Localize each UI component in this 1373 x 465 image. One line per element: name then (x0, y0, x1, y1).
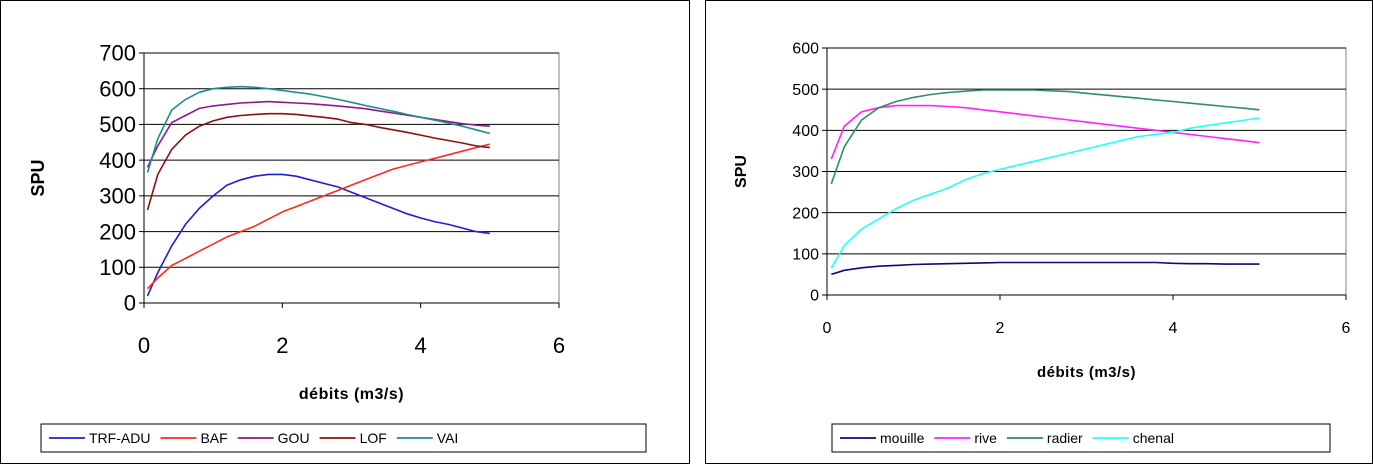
y-axis-label: SPU (733, 155, 750, 188)
y-tick-label: 200 (99, 219, 136, 244)
series-line-baf (146, 143, 490, 290)
legend-box (40, 423, 647, 453)
y-tick-label: 0 (124, 291, 136, 316)
y-tick-label: 100 (99, 255, 136, 280)
y-tick-label: 300 (99, 184, 136, 209)
x-tick-label: 2 (996, 320, 1005, 337)
y-tick-label: 400 (792, 123, 819, 140)
x-tick-label: 2 (276, 333, 288, 358)
legend-label: rive (974, 430, 997, 446)
legend-label: radier (1047, 430, 1083, 446)
x-tick-label: 0 (138, 333, 150, 358)
series-line-mouille (831, 261, 1260, 276)
legend-label: mouille (880, 430, 925, 446)
legend-label: BAF (200, 430, 227, 446)
plot-area (143, 52, 560, 304)
y-tick-label: 700 (99, 41, 136, 66)
y-tick-label: 600 (99, 76, 136, 101)
y-tick-label: 0 (810, 288, 819, 305)
y-tick-label: 200 (792, 205, 819, 222)
legend-label: VAI (437, 430, 459, 446)
legend-label: chenal (1133, 430, 1174, 446)
series-line-vai (146, 85, 491, 173)
legend-label: GOU (278, 430, 310, 446)
chart-left-svg: 0 100 200 300 400 500 600 700 0 2 4 6 SPU débits (m3/… (28, 41, 647, 453)
x-tick-label: 6 (1342, 320, 1351, 337)
chart-right-svg: 0 100 200 300 400 500 600 0 2 4 6 SPU débits (m3/s) m… (733, 41, 1351, 453)
series-line-radier (830, 89, 1260, 185)
y-tick-label: 100 (792, 246, 819, 263)
y-tick-label: 400 (99, 148, 136, 173)
x-axis-label: débits (m3/s) (1037, 364, 1136, 381)
series-line-lof (146, 112, 490, 211)
x-tick-label: 6 (553, 333, 565, 358)
y-axis-label: SPU (28, 159, 48, 196)
y-tick-label: 500 (792, 82, 819, 99)
y-tick-label: 300 (792, 164, 819, 181)
y-tick-label: 500 (99, 112, 136, 137)
legend-label: TRF-ADU (89, 430, 150, 446)
x-axis-label: débits (m3/s) (299, 386, 404, 403)
y-tick-label: 600 (792, 41, 819, 58)
x-tick-label: 0 (823, 320, 832, 337)
chart-panel-left: 0 100 200 300 400 500 600 700 0 2 4 6 SPU débits (m3/… (0, 0, 690, 464)
chart-panel-right: 0 100 200 300 400 500 600 0 2 4 6 SPU débits (m3/s) m… (705, 0, 1373, 464)
series-line-trf-adu (146, 173, 490, 297)
legend-box (831, 423, 1331, 453)
series-line-rive (830, 104, 1260, 160)
x-tick-label: 4 (415, 333, 427, 358)
legend-label: LOF (360, 430, 387, 446)
series-line-chenal (830, 117, 1260, 269)
x-tick-label: 4 (1169, 320, 1178, 337)
